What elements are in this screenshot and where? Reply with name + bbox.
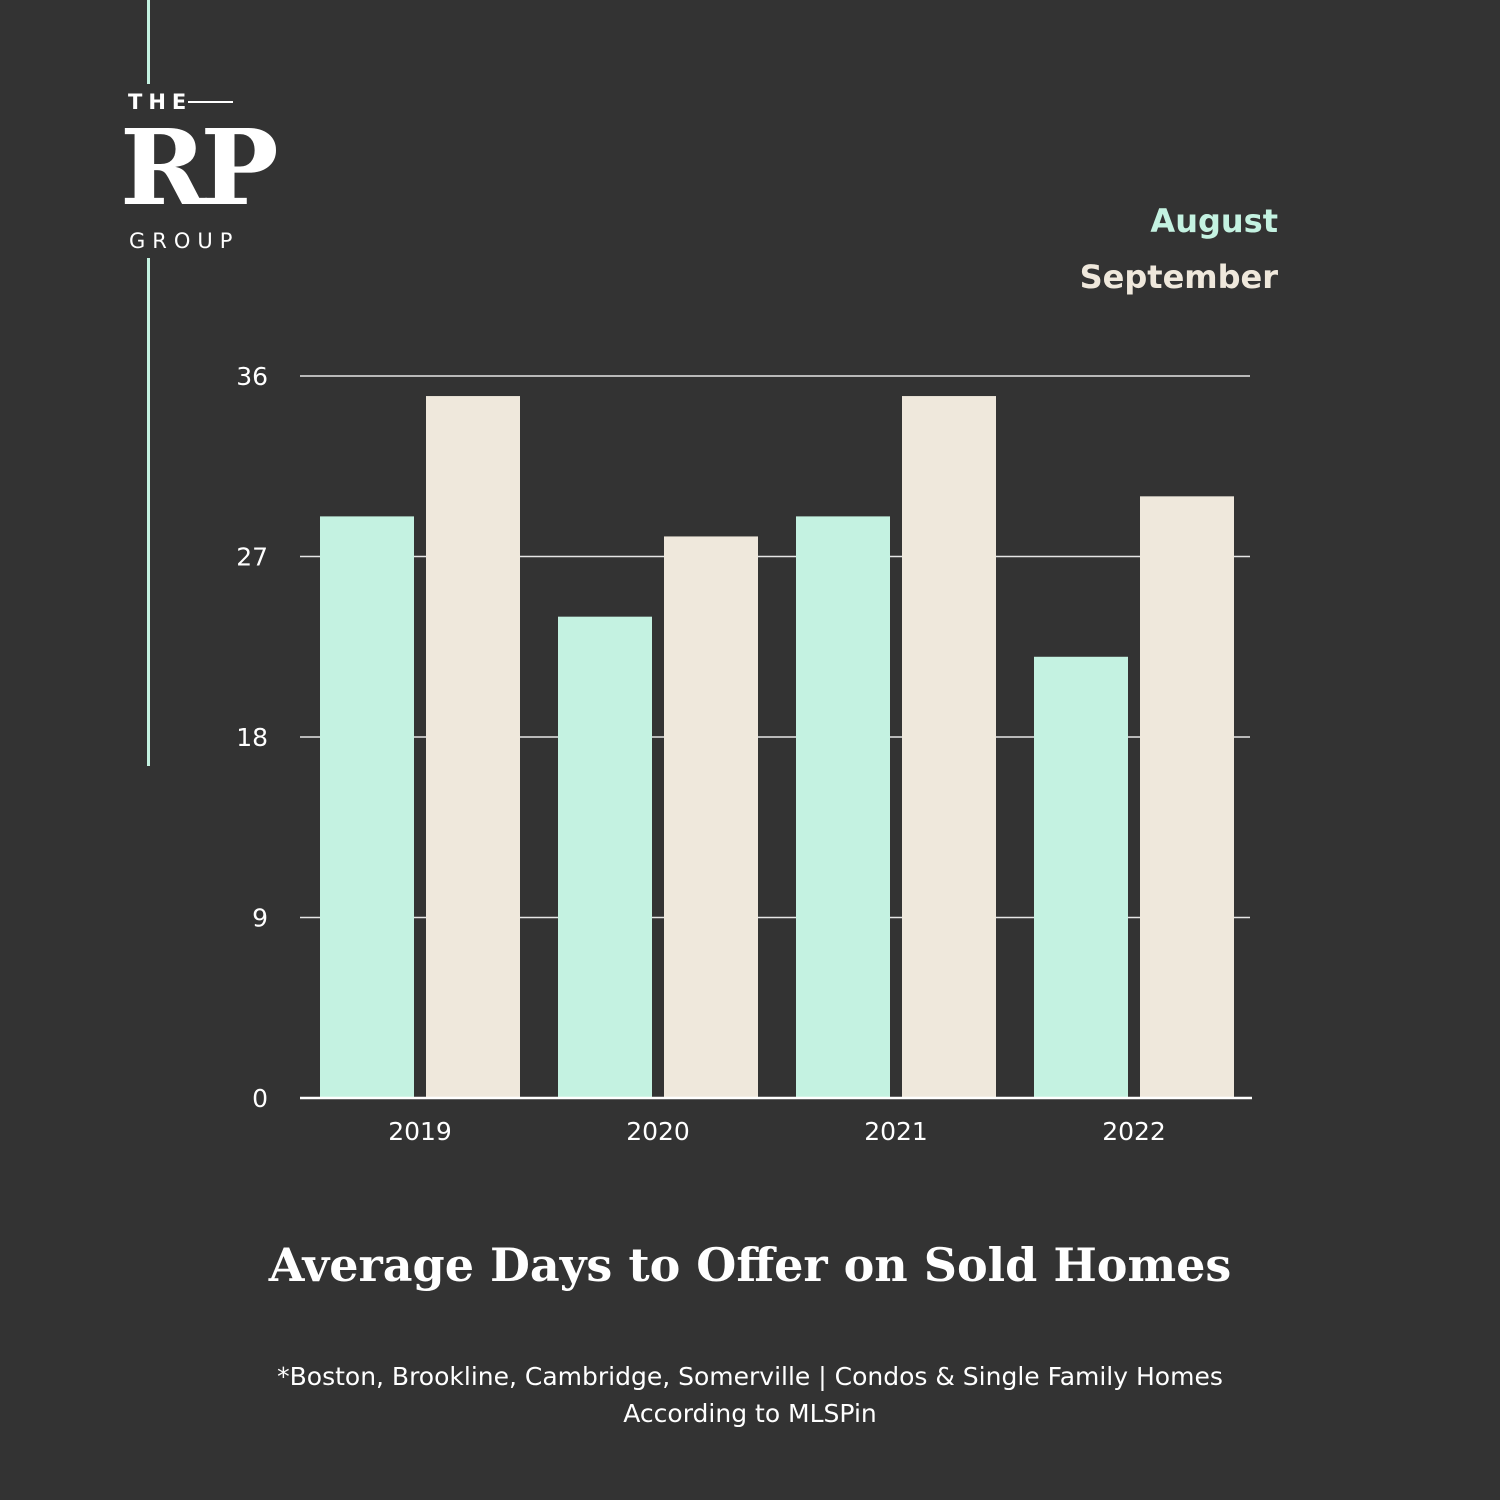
y-tick-label: 36: [236, 362, 268, 391]
footnote-locations: *Boston, Brookline, Cambridge, Somervill…: [277, 1362, 1223, 1391]
y-tick-label: 27: [236, 543, 268, 572]
x-tick-label: 2022: [1102, 1117, 1166, 1146]
bar-august-2020: [558, 616, 652, 1098]
logo-accent-line-top: [147, 0, 150, 84]
logo-dash: [188, 101, 233, 103]
logo-accent-line-bottom: [147, 258, 150, 766]
legend-item-august: August: [1150, 202, 1278, 240]
chart-title: Average Days to Offer on Sold Homes: [268, 1238, 1232, 1292]
x-tick-label: 2019: [388, 1117, 452, 1146]
bar-september-2019: [426, 396, 520, 1098]
logo-group-text: GROUP: [129, 229, 240, 253]
logo-the-text: THE: [128, 90, 193, 114]
bar-august-2019: [320, 516, 414, 1098]
x-tick-label: 2021: [864, 1117, 928, 1146]
bar-september-2021: [902, 396, 996, 1098]
bar-august-2022: [1034, 656, 1128, 1098]
y-tick-label: 18: [236, 723, 268, 752]
x-tick-label: 2020: [626, 1117, 690, 1146]
bar-august-2021: [796, 516, 890, 1098]
y-tick-label: 0: [252, 1084, 268, 1113]
bar-september-2022: [1140, 496, 1234, 1098]
logo-rp-text: RP: [120, 106, 279, 229]
y-tick-label: 9: [252, 904, 268, 933]
bar-september-2020: [664, 536, 758, 1098]
footnote-source: According to MLSPin: [623, 1399, 877, 1428]
legend-item-september: September: [1079, 258, 1278, 296]
